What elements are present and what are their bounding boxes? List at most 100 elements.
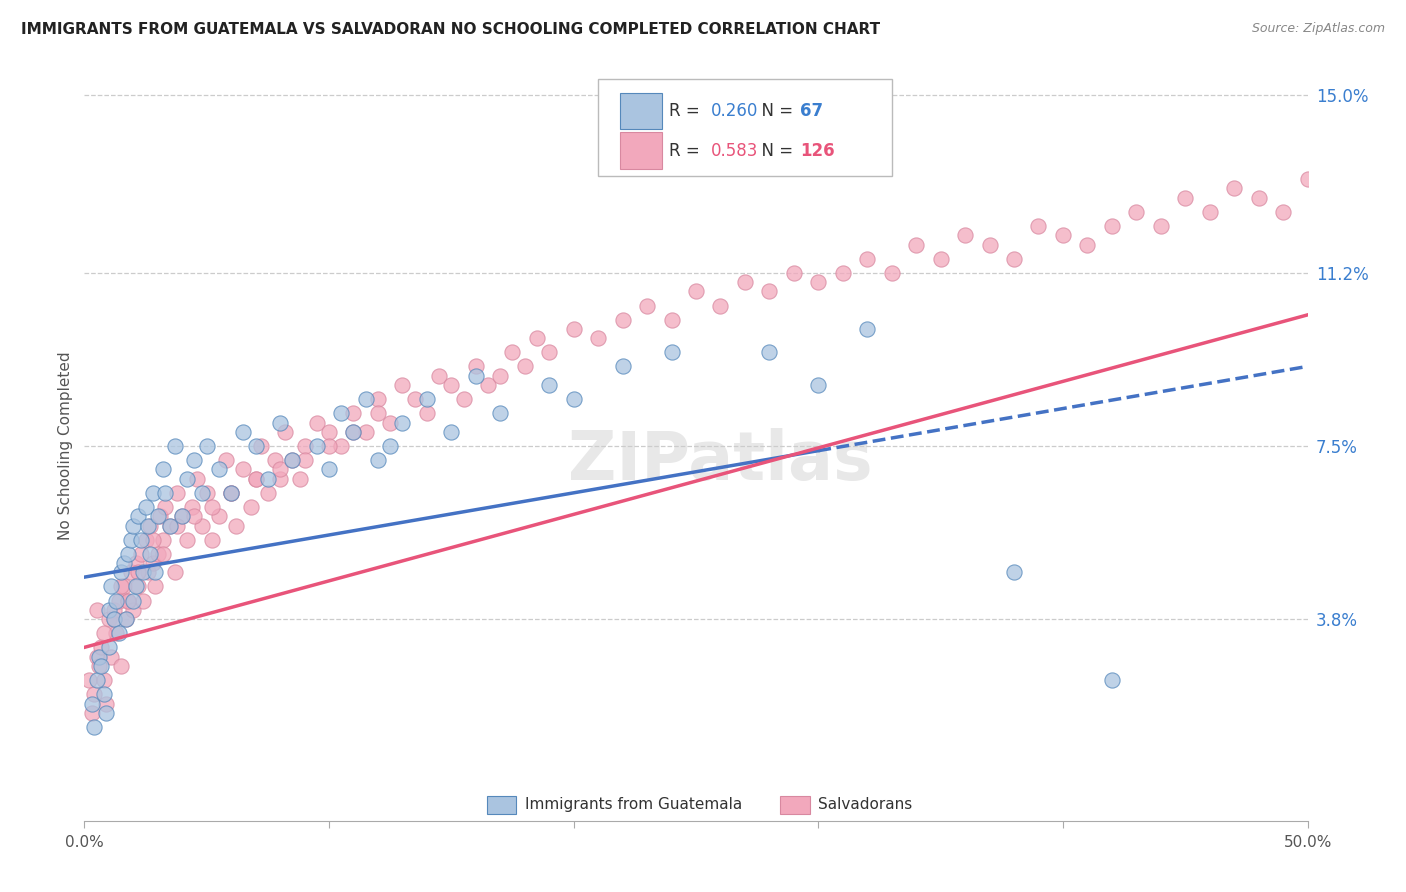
Point [416,392,439,407]
Point [125,580,148,594]
Point [612,359,634,374]
Point [1101,673,1123,688]
Point [110,659,132,673]
Point [117,593,139,607]
Point [142,556,165,570]
Point [93,687,115,701]
Point [232,425,254,439]
Point [80,706,103,720]
Point [127,580,149,594]
Point [318,462,340,476]
Point [513,359,536,374]
Point [905,237,928,252]
Point [538,345,561,359]
Point [176,533,198,547]
Text: Source: ZipAtlas.com: Source: ZipAtlas.com [1251,22,1385,36]
Point [191,518,214,533]
Point [661,312,683,326]
FancyBboxPatch shape [486,796,516,814]
Point [142,485,165,500]
Point [831,266,853,280]
Text: 126: 126 [800,142,835,160]
Point [612,312,634,326]
Point [440,425,463,439]
Point [152,533,174,547]
Point [146,509,169,524]
Point [1002,252,1025,266]
Point [97,603,120,617]
Point [120,566,142,580]
Point [380,439,402,453]
Point [159,518,181,533]
Point [107,626,129,640]
Text: IMMIGRANTS FROM GUATEMALA VS SALVADORAN NO SCHOOLING COMPLETED CORRELATION CHART: IMMIGRANTS FROM GUATEMALA VS SALVADORAN … [21,22,880,37]
Point [152,547,174,561]
Point [305,416,328,430]
Text: R =: R = [669,102,704,120]
Point [586,331,609,345]
Point [166,485,188,500]
Point [1002,566,1025,580]
Point [90,640,112,655]
Point [661,345,683,359]
Point [453,392,475,407]
Point [257,485,280,500]
Text: N =: N = [751,142,799,160]
Point [87,659,110,673]
Point [125,556,148,570]
Point [477,378,499,392]
Point [115,612,138,626]
Y-axis label: No Schooling Completed: No Schooling Completed [58,351,73,541]
Point [734,275,756,289]
Point [136,566,159,580]
Point [96,697,118,711]
Text: N =: N = [751,102,799,120]
Point [136,518,159,533]
Point [87,649,110,664]
Point [245,439,267,453]
Point [120,533,142,547]
Point [342,425,364,439]
Point [97,612,120,626]
Point [269,416,291,430]
Point [143,580,166,594]
Point [105,593,128,607]
Point [953,228,976,243]
Point [330,406,353,420]
Point [1150,219,1173,233]
Point [416,406,439,420]
Point [318,439,340,453]
Point [208,462,231,476]
Text: 0.583: 0.583 [710,142,758,160]
Point [86,603,108,617]
Point [110,566,132,580]
Point [562,322,585,336]
Point [807,275,830,289]
Point [1028,219,1050,233]
Point [200,500,222,514]
Point [245,472,267,486]
Point [107,593,129,607]
Point [110,580,132,594]
Point [172,509,194,524]
Point [269,462,291,476]
Point [122,603,145,617]
Point [1101,219,1123,233]
Point [1198,205,1220,219]
Point [367,453,389,467]
Point [219,485,242,500]
Point [122,593,145,607]
Point [404,392,426,407]
FancyBboxPatch shape [780,796,810,814]
Point [93,626,115,640]
Point [880,266,903,280]
Point [464,368,486,383]
Point [245,472,267,486]
Point [103,612,125,626]
Point [440,378,463,392]
Point [163,566,186,580]
Point [159,518,181,533]
Point [183,453,205,467]
Point [122,518,145,533]
Point [249,439,271,453]
